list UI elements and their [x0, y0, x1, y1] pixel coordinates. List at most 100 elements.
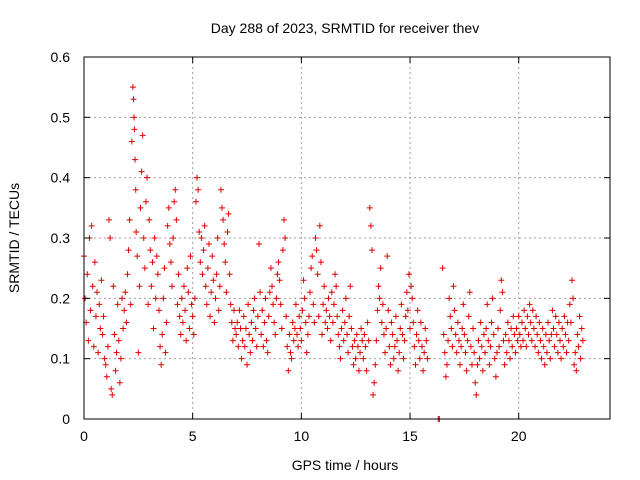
data-point	[386, 343, 393, 350]
data-point	[108, 385, 115, 392]
data-point	[109, 391, 116, 398]
data-point	[202, 283, 209, 290]
data-point	[101, 355, 108, 362]
data-point	[88, 222, 95, 229]
data-point	[141, 265, 148, 272]
data-point	[271, 319, 278, 326]
data-point	[284, 343, 291, 350]
data-point	[526, 301, 533, 308]
data-point	[412, 361, 419, 368]
data-point	[508, 325, 515, 332]
data-point	[200, 247, 207, 254]
data-point	[547, 355, 554, 362]
data-point	[203, 301, 210, 308]
data-point	[194, 174, 201, 181]
data-point	[535, 349, 542, 356]
data-point	[192, 198, 199, 205]
data-point	[471, 349, 478, 356]
y-axis-label: SRMTID / TECUs	[6, 183, 22, 293]
data-point	[522, 325, 529, 332]
data-point	[367, 222, 374, 229]
data-point	[278, 325, 285, 332]
data-point	[546, 337, 553, 344]
data-point	[332, 271, 339, 278]
data-point	[123, 319, 130, 326]
data-point	[208, 289, 215, 296]
data-point	[340, 337, 347, 344]
data-point	[274, 271, 281, 278]
x-axis-label: GPS time / hours	[292, 457, 399, 473]
data-point	[195, 186, 202, 193]
data-point	[140, 235, 147, 241]
data-point	[501, 361, 508, 368]
data-point	[236, 307, 243, 314]
data-point	[376, 295, 383, 302]
data-point	[405, 271, 412, 278]
data-point	[362, 343, 369, 350]
data-point	[418, 343, 425, 350]
data-point	[545, 319, 552, 326]
data-point	[365, 337, 372, 344]
data-point	[443, 361, 450, 368]
data-point	[534, 331, 541, 338]
data-point	[225, 210, 232, 217]
data-point	[183, 337, 190, 344]
data-point	[204, 265, 211, 272]
data-point	[223, 289, 230, 296]
data-point	[115, 337, 122, 344]
data-point	[553, 331, 560, 338]
data-point	[462, 349, 469, 356]
data-point	[251, 295, 258, 302]
data-point	[398, 301, 405, 308]
data-point	[104, 343, 111, 350]
data-point	[237, 325, 244, 332]
data-point	[500, 337, 507, 344]
data-point	[300, 277, 307, 284]
data-point	[441, 349, 448, 356]
data-point	[201, 222, 208, 229]
data-point	[170, 235, 177, 241]
data-point	[572, 349, 579, 356]
data-point	[357, 349, 364, 356]
data-point	[479, 367, 486, 374]
data-point	[355, 367, 362, 374]
data-point	[142, 198, 149, 205]
data-point	[458, 343, 465, 350]
data-point	[276, 277, 283, 284]
data-point	[282, 235, 289, 241]
data-point	[163, 319, 170, 326]
axis-ticks	[83, 56, 610, 420]
data-point	[530, 325, 537, 332]
data-point	[150, 325, 157, 332]
data-point	[492, 373, 499, 380]
data-point	[207, 313, 214, 320]
data-point	[549, 307, 556, 314]
data-point	[116, 379, 123, 386]
data-point	[491, 355, 498, 362]
data-point	[277, 301, 284, 308]
data-point	[536, 319, 543, 326]
data-point	[254, 313, 261, 320]
data-point	[359, 337, 366, 344]
data-point	[178, 295, 185, 302]
data-point	[539, 325, 546, 332]
data-point	[347, 283, 354, 290]
data-point	[261, 319, 268, 326]
data-point	[147, 247, 154, 254]
data-point	[520, 337, 527, 344]
data-point	[313, 247, 320, 254]
y-tick-label: 0.6	[51, 49, 71, 65]
data-point	[451, 307, 458, 314]
data-point	[358, 325, 365, 332]
data-point	[107, 235, 114, 241]
data-point	[262, 295, 269, 302]
data-point	[380, 331, 387, 338]
data-point	[397, 325, 404, 332]
data-point	[311, 319, 318, 326]
data-point	[541, 361, 548, 368]
data-point	[119, 295, 126, 302]
data-point	[174, 301, 181, 308]
data-point	[560, 343, 567, 350]
data-point	[280, 216, 287, 223]
data-point	[342, 295, 349, 302]
